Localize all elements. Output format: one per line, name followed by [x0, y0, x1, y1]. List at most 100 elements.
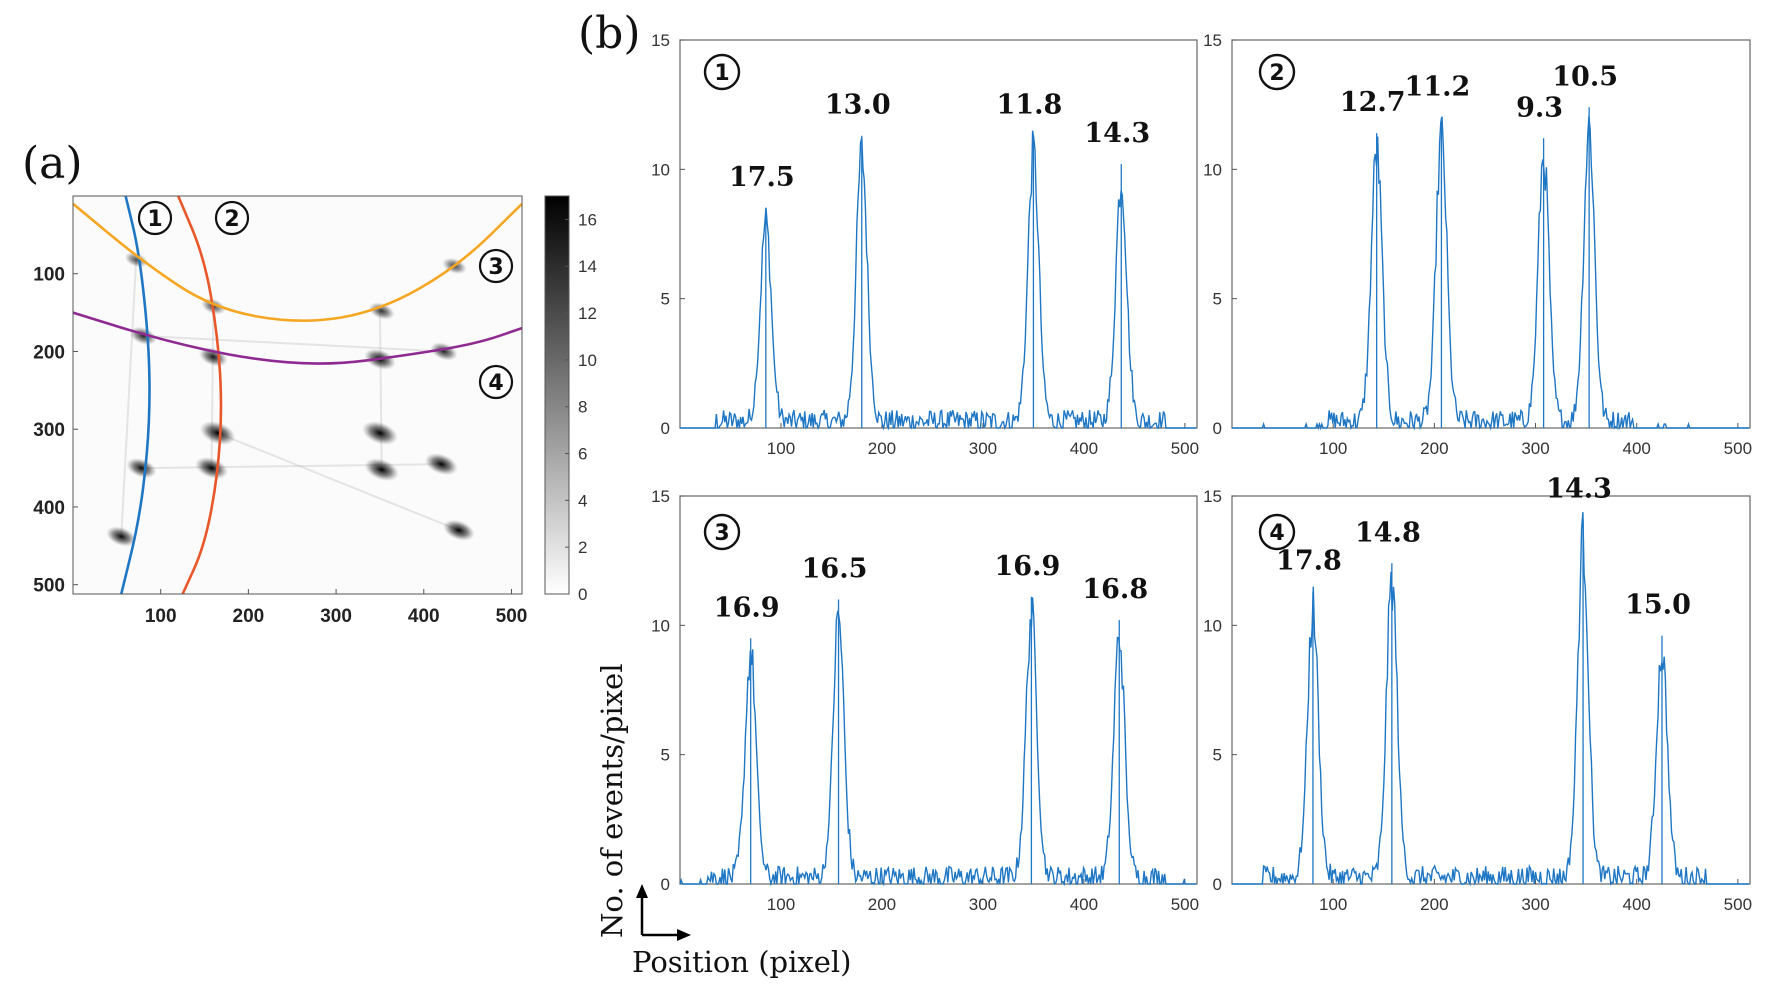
x-tick-label: 200 — [1420, 895, 1448, 914]
peak-label: 15.0 — [1625, 590, 1691, 621]
y-tick-label: 15 — [1203, 31, 1222, 50]
heatmap-curve-1 — [119, 196, 151, 594]
x-tick-label: 400 — [1623, 439, 1651, 458]
y-axis-title: No. of events/pixel — [595, 664, 629, 939]
curve-marker-label: 2 — [224, 207, 239, 232]
signal-line — [680, 130, 1197, 431]
x-tick-label: 200 — [1420, 439, 1448, 458]
x-tick-label: 200 — [868, 439, 896, 458]
heatmap-spot — [443, 519, 475, 541]
heatmap-curve-2 — [177, 196, 223, 594]
y-tick-label: 5 — [1213, 746, 1222, 765]
heatmap-y-tick-label: 200 — [33, 342, 65, 363]
line-panel-2: 100 200 300 400 500 0 5 10 15 12.711.2 9.310.5 2 — [1203, 31, 1752, 458]
y-tick-label: 5 — [1213, 290, 1222, 309]
heatmap-y-tick-label: 100 — [33, 265, 65, 286]
y-tick-label: 10 — [651, 616, 670, 635]
heatmap-faint-trace — [217, 432, 460, 532]
y-tick-label: 15 — [651, 487, 670, 506]
peak-label: 14.3 — [1084, 118, 1150, 149]
heatmap-spot — [368, 302, 395, 320]
x-tick-label: 300 — [1521, 439, 1549, 458]
colorbar-gradient — [544, 195, 570, 595]
x-tick-label: 100 — [767, 895, 795, 914]
y-tick-label: 5 — [661, 746, 670, 765]
signal-line — [1232, 512, 1750, 887]
heatmap-faint-trace — [120, 259, 138, 537]
peak-label: 14.8 — [1355, 517, 1421, 548]
heatmap-spot — [362, 421, 398, 445]
colorbar-tick-label: 0 — [578, 585, 587, 604]
y-tick-label: 15 — [1203, 487, 1222, 506]
panel-a-label: (a) — [22, 138, 83, 189]
panel-number-label: 2 — [1269, 61, 1284, 86]
signal-line — [679, 597, 1197, 887]
x-axis-title: Position (pixel) — [632, 945, 852, 979]
curve-marker-circle — [478, 248, 514, 284]
heatmap-y-tick-label: 500 — [33, 576, 65, 597]
heatmap-faint-trace — [143, 334, 445, 353]
panel-number-label: 3 — [714, 521, 729, 546]
y-tick-label: 10 — [1203, 160, 1222, 179]
panel-number-circle — [703, 513, 741, 551]
colorbar-tick-label: 10 — [578, 351, 597, 370]
panel-number-label: 1 — [714, 61, 729, 86]
peak-label: 16.9 — [995, 551, 1061, 582]
heatmap-spot — [195, 457, 228, 480]
peak-label: 12.7 — [1340, 87, 1406, 118]
peak-label: 11.8 — [997, 90, 1063, 121]
x-tick-label: 500 — [1724, 439, 1752, 458]
heatmap-spot — [424, 453, 458, 476]
y-tick-label: 0 — [661, 875, 670, 894]
heatmap-spot — [124, 251, 148, 268]
heatmap-x-tick-label: 400 — [408, 606, 440, 627]
heatmap-x-tick-label: 200 — [233, 606, 265, 627]
curve-marker-label: 3 — [488, 255, 503, 280]
colorbar-tick-label: 4 — [578, 491, 587, 510]
y-tick-label: 0 — [661, 419, 670, 438]
heatmap-x-tick-label: 300 — [320, 606, 352, 627]
colorbar-tick-label: 12 — [578, 304, 597, 323]
heatmap-curve-3 — [73, 202, 522, 322]
line-panel-4: 100 200 300 400 500 0 5 10 15 17.8 14.8 14.3 15.0 4 — [1203, 473, 1752, 914]
x-tick-label: 400 — [1070, 439, 1098, 458]
heatmap-inner — [73, 196, 522, 594]
x-tick-label: 400 — [1070, 895, 1098, 914]
y-tick-label: 5 — [661, 290, 670, 309]
panel-b-label: (b) — [578, 8, 641, 59]
heatmap-curve-4 — [73, 311, 522, 365]
colorbar-tick-label: 14 — [578, 257, 597, 276]
peak-label: 16.8 — [1082, 574, 1148, 605]
curve-marker-circle — [137, 200, 173, 236]
colorbar-tick-label: 16 — [578, 210, 597, 229]
heatmap-spot — [106, 526, 137, 547]
panel-number-circle — [1258, 53, 1296, 91]
peak-label: 10.5 — [1552, 61, 1618, 92]
heatmap-frame — [72, 195, 523, 595]
signal-line — [1232, 116, 1750, 431]
heatmap-spot — [364, 458, 399, 482]
colorbar-tick-label: 8 — [578, 398, 587, 417]
y-tick-label: 0 — [1213, 875, 1222, 894]
curve-marker-circle — [214, 200, 250, 236]
peak-label: 16.5 — [802, 553, 868, 584]
heatmap-spot — [199, 421, 236, 445]
peak-label: 9.3 — [1516, 92, 1563, 123]
curve-marker-circle — [478, 364, 514, 400]
x-tick-label: 300 — [969, 439, 997, 458]
panel-frame — [1231, 39, 1751, 429]
x-tick-label: 300 — [969, 895, 997, 914]
peak-label: 14.3 — [1546, 473, 1612, 504]
colorbar-tick-label: 6 — [578, 445, 587, 464]
axis-direction-arrows — [636, 884, 691, 941]
y-tick-label: 10 — [651, 160, 670, 179]
heatmap-spot — [126, 458, 157, 479]
heatmap-y-tick-label: 300 — [33, 420, 65, 441]
heatmap-y-tick-label: 400 — [33, 498, 65, 519]
heatmap-x-tick-label: 100 — [145, 606, 177, 627]
x-tick-label: 300 — [1521, 895, 1549, 914]
line-panel-3: 100 200 300 400 500 0 5 10 15 16.9 16.5 16.9 16.8 3 — [651, 487, 1199, 914]
x-tick-label: 400 — [1623, 895, 1651, 914]
heatmap-plot: 1 2 3 4 100 200 300 400 500 100 200 300 400 500 — [33, 195, 527, 627]
